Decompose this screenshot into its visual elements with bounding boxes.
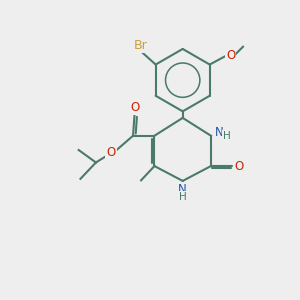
- Text: H: H: [223, 131, 230, 141]
- Text: N: N: [178, 183, 187, 196]
- Text: Br: Br: [133, 39, 147, 52]
- Text: O: O: [234, 160, 244, 172]
- Text: O: O: [226, 49, 235, 62]
- Text: N: N: [215, 126, 224, 139]
- Text: H: H: [179, 192, 187, 202]
- Text: O: O: [130, 101, 139, 114]
- Text: O: O: [106, 146, 116, 159]
